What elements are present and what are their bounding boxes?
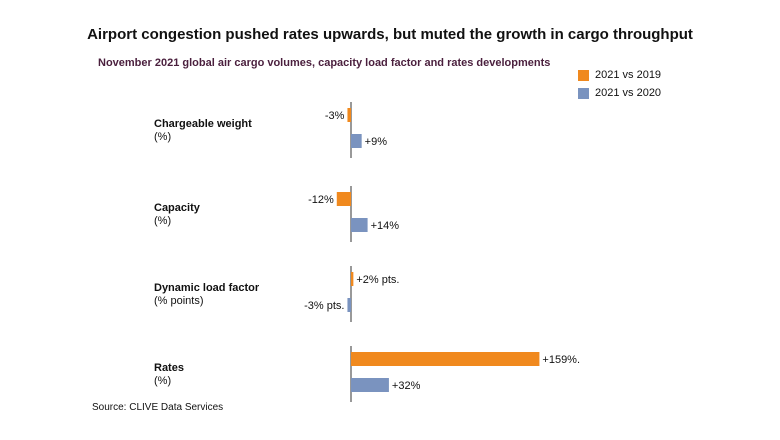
category-unit-dynamic-load-factor: (% points)	[154, 295, 204, 307]
bar-dynamic-load-factor-2021-vs-2019	[351, 272, 354, 286]
bar-chargeable-weight-2021-vs-2020	[351, 134, 362, 148]
chart-title: Airport congestion pushed rates upwards,…	[87, 26, 693, 43]
category-unit-rates: (%)	[154, 375, 171, 387]
bar-chargeable-weight-2021-vs-2019	[347, 108, 351, 122]
bar-capacity-2021-vs-2020	[351, 218, 368, 232]
legend-item-2020: 2021 vs 2020	[578, 84, 661, 102]
legend-label-2020: 2021 vs 2020	[595, 87, 662, 99]
data-label-capacity-2021-vs-2019: -12%	[308, 194, 334, 206]
category-unit-capacity: (%)	[154, 215, 171, 227]
legend-label-2019: 2021 vs 2019	[595, 69, 662, 81]
bar-capacity-2021-vs-2019	[336, 192, 351, 206]
legend: 2021 vs 2019 2021 vs 2020	[578, 66, 661, 102]
data-label-dynamic-load-factor-2021-vs-2020: -3% pts.	[304, 300, 344, 312]
bar-rates-2021-vs-2019	[351, 352, 540, 366]
data-label-chargeable-weight-2021-vs-2019: -3%	[325, 110, 345, 122]
data-label-capacity-2021-vs-2020: +14%	[371, 220, 400, 232]
source-note: Source: CLIVE Data Services	[92, 402, 224, 413]
category-unit-chargeable-weight: (%)	[154, 131, 171, 143]
data-label-dynamic-load-factor-2021-vs-2019: +2% pts.	[356, 274, 399, 286]
legend-swatch-2020	[578, 87, 589, 99]
data-label-chargeable-weight-2021-vs-2020: +9%	[365, 136, 388, 148]
legend-swatch-2019	[578, 69, 589, 81]
category-label-capacity: Capacity	[154, 202, 201, 214]
bar-dynamic-load-factor-2021-vs-2020	[347, 298, 351, 312]
category-label-chargeable-weight: Chargeable weight	[154, 118, 252, 130]
bar-rates-2021-vs-2020	[351, 378, 389, 392]
legend-item-2019: 2021 vs 2019	[578, 66, 661, 84]
category-label-rates: Rates	[154, 362, 184, 374]
category-label-dynamic-load-factor: Dynamic load factor	[154, 282, 260, 294]
chart-subtitle: November 2021 global air cargo volumes, …	[98, 57, 551, 69]
data-label-rates-2021-vs-2019: +159%.	[542, 354, 580, 366]
data-label-rates-2021-vs-2020: +32%	[392, 380, 421, 392]
